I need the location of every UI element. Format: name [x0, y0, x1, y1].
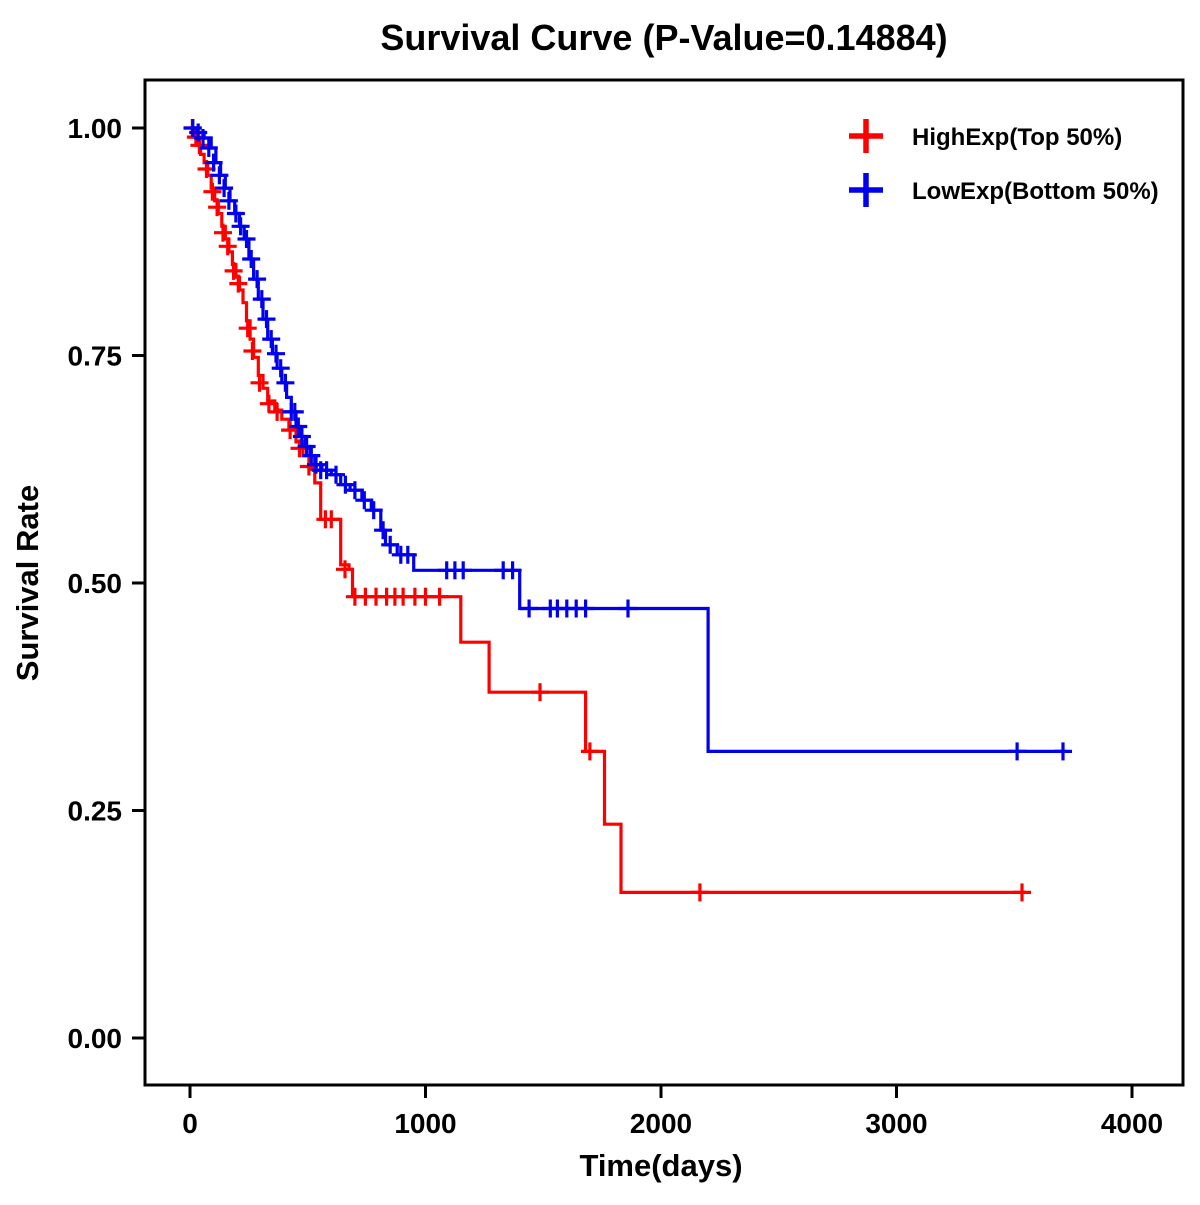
highexp-survival-curve — [190, 126, 1026, 894]
y-tick-label: 0.75 — [68, 341, 123, 372]
x-tick-label: 1000 — [394, 1108, 456, 1139]
x-tick-label: 3000 — [865, 1108, 927, 1139]
y-tick-label: 1.00 — [68, 113, 123, 144]
y-tick-label: 0.25 — [68, 796, 123, 827]
lowexp-survival-curve — [190, 126, 1067, 753]
chart-title: Survival Curve (P-Value=0.14884) — [380, 17, 947, 58]
plot-border — [143, 78, 1185, 1087]
x-axis-label: Time(days) — [579, 1148, 742, 1183]
x-tick-label: 4000 — [1101, 1108, 1163, 1139]
x-tick-label: 0 — [182, 1108, 198, 1139]
y-axis-label: Survival Rate — [10, 485, 45, 681]
y-tick-label: 0.50 — [68, 568, 123, 599]
x-tick-label: 2000 — [630, 1108, 692, 1139]
highexp-legend-label: HighExp(Top 50%) — [912, 124, 1122, 151]
y-tick-label: 0.00 — [68, 1023, 123, 1054]
lowexp-legend-label: LowExp(Bottom 50%) — [912, 178, 1159, 205]
